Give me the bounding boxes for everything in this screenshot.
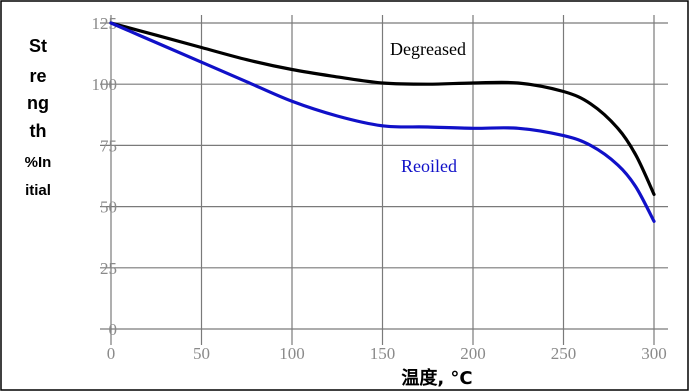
y-tick-label: 100: [92, 75, 118, 94]
y-tick-label: 0: [109, 320, 118, 339]
y-tick-label: 125: [92, 14, 118, 33]
y-axis-label-line: %In: [25, 154, 52, 171]
x-tick-label: 250: [551, 344, 577, 363]
series-line-reoiled: [109, 21, 656, 223]
x-tick-label: 0: [107, 344, 116, 363]
series-label-degreased: Degreased: [390, 39, 466, 59]
series-labels: Degreased Reoiled: [390, 39, 466, 176]
x-tick-label: 150: [370, 344, 396, 363]
x-tick-label: 100: [279, 344, 305, 363]
grid: [100, 15, 668, 345]
x-tick-label: 300: [641, 344, 667, 363]
x-axis-label: 温度, °C: [401, 367, 472, 389]
series-line-degreased: [109, 21, 656, 196]
series-lines: [109, 21, 656, 223]
series-label-reoiled: Reoiled: [401, 156, 457, 176]
x-tick-label: 200: [460, 344, 486, 363]
y-axis-label-line: itial: [25, 182, 51, 199]
y-tick-label: 25: [100, 259, 117, 278]
y-axis-label: St re ng th %In itial: [25, 36, 52, 199]
y-tick-label: 75: [100, 136, 117, 155]
y-axis-label-line: ng: [27, 93, 49, 113]
x-tick-label: 50: [193, 344, 210, 363]
tick-labels: 0 50 100 150 200 250 300 0 25 50 75 100 125: [92, 14, 667, 363]
y-axis-label-line: re: [29, 66, 46, 86]
y-axis-label-line: St: [29, 36, 47, 56]
y-axis-label-line: th: [30, 121, 47, 141]
y-tick-label: 50: [100, 198, 117, 217]
